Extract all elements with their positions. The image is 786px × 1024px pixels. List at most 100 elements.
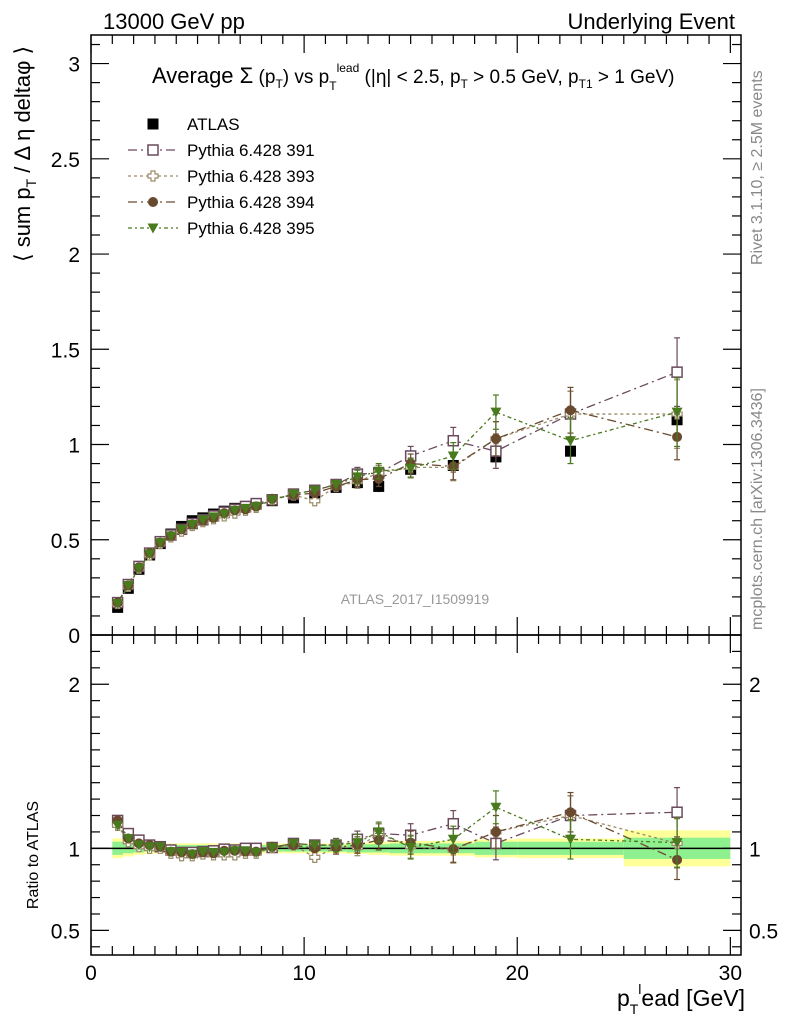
ratio-point	[490, 802, 502, 813]
y-tick-label: 0	[68, 625, 80, 648]
ratio-point	[133, 840, 145, 851]
main-series-395	[112, 377, 683, 610]
ratio-y-tick-label: 0.5	[51, 920, 80, 943]
xlabel-sup-l: l	[638, 981, 641, 997]
ratio-point	[176, 847, 188, 858]
ratio-point	[240, 846, 252, 857]
legend-marker	[148, 197, 158, 207]
y-tick-label: 1	[68, 435, 80, 458]
title-sigma: Σ	[240, 63, 254, 88]
data-point	[154, 538, 166, 549]
data-point	[671, 366, 683, 378]
ratio-point	[287, 838, 299, 849]
series-line	[117, 371, 678, 603]
data-point	[208, 512, 220, 523]
legend-entry: Pythia 6.428 391	[128, 141, 315, 160]
ratio-point	[565, 834, 577, 845]
main-y-axis-label: ⟨ sum pT / Δ η deltaφ ⟩	[10, 46, 39, 262]
series-line	[117, 411, 678, 604]
legend-label: Pythia 6.428 391	[187, 141, 315, 160]
data-point	[112, 599, 124, 610]
main-series-atlas	[112, 404, 683, 613]
x-tick-label: 20	[506, 962, 529, 985]
ratio-point	[490, 826, 501, 837]
ratio-y-tick-label: 2	[68, 674, 80, 697]
ratio-data-layer	[91, 787, 741, 881]
data-point	[218, 509, 230, 520]
legend-entry: ATLAS	[147, 115, 240, 134]
ratio-point	[447, 834, 459, 845]
data-point	[229, 505, 241, 516]
data-point	[373, 466, 385, 477]
ratio-y-axis-label: Ratio to ATLAS	[25, 801, 42, 909]
ratio-point	[197, 847, 209, 858]
title-cuts-c: > 1 GeV)	[593, 67, 675, 88]
ratio-y-tick-label: 1	[68, 838, 80, 861]
ratio-point	[165, 847, 177, 858]
ratio-y-tick-label-right: 0.5	[749, 920, 778, 943]
legend-marker	[147, 144, 159, 156]
ratio-point	[218, 847, 230, 858]
ratio-plot-frame	[90, 634, 742, 956]
legend-marker	[147, 118, 159, 130]
ratio-point	[309, 840, 321, 851]
main-series-394	[112, 386, 683, 608]
data-point	[186, 520, 198, 531]
legend-label: Pythia 6.428 395	[187, 219, 315, 238]
header-left: 13000 GeV pp	[103, 9, 245, 34]
ratio-point	[565, 807, 576, 818]
legend-label: ATLAS	[187, 115, 240, 134]
y-tick-label: 3	[68, 54, 80, 77]
data-point	[490, 407, 502, 418]
legend-entry: Pythia 6.428 395	[128, 219, 315, 238]
title-sub-t1: T1	[579, 77, 593, 91]
legend-label: Pythia 6.428 394	[187, 193, 315, 212]
legend: ATLAS Pythia 6.428 391 Pythia 6.428 393 Pyt…	[128, 115, 315, 238]
data-point	[133, 563, 145, 574]
ratio-point	[112, 820, 124, 831]
ratio-series-394	[112, 791, 683, 881]
ratio-point	[186, 849, 198, 860]
ratio-point	[351, 838, 363, 849]
data-point	[351, 472, 363, 483]
title-sub-t2: T	[329, 79, 337, 93]
title-sub-t: T	[275, 77, 283, 91]
x-axis-label: pTlead [GeV]	[617, 981, 745, 1017]
xlabel-sub-t: T	[630, 1001, 639, 1017]
analysis-watermark: ATLAS_2017_I1509919	[341, 591, 490, 607]
main-series-391	[111, 337, 683, 609]
data-point	[330, 480, 342, 491]
y-tick-label: 2.5	[51, 149, 80, 172]
ratio-point	[208, 847, 220, 858]
ratio-point	[373, 827, 385, 838]
legend-marker	[147, 223, 159, 234]
main-panel: 0 0.5 1 1.5 2 2.5 3 ATLAS_2017_I1509919 Averag…	[51, 34, 742, 648]
data-point	[250, 501, 262, 512]
data-point	[309, 495, 321, 507]
ratio-y-tick-label-right: 2	[749, 674, 761, 697]
main-axis-ticks: 0 0.5 1 1.5 2 2.5 3	[51, 35, 741, 648]
ratio-y-tick-label-right: 1	[749, 838, 761, 861]
title-average: Average	[152, 63, 240, 88]
ratio-point	[154, 842, 166, 853]
xlabel-rest: ead [GeV]	[641, 985, 745, 1011]
title-sum-arg: (p	[259, 67, 276, 88]
data-point	[287, 489, 299, 500]
data-point	[197, 515, 209, 526]
y-tick-label: 0.5	[51, 530, 80, 553]
rivet-version-note: Rivet 3.1.10, ≥ 2.5M events	[749, 70, 766, 265]
data-point	[266, 495, 278, 506]
ylabel-rest: / Δ η deltaφ ⟩	[10, 46, 35, 179]
ratio-point	[266, 843, 278, 854]
y-tick-label: 2	[68, 244, 80, 267]
ratio-point	[250, 847, 262, 858]
data-point	[671, 407, 683, 418]
title-sum-close: ) vs p	[283, 67, 329, 88]
main-data-layer	[111, 337, 683, 613]
header-right: Underlying Event	[567, 9, 735, 34]
title-cuts-b: > 0.5 GeV, p	[468, 67, 579, 88]
data-point	[240, 503, 252, 514]
x-tick-label: 0	[85, 962, 97, 985]
data-point	[176, 524, 188, 535]
